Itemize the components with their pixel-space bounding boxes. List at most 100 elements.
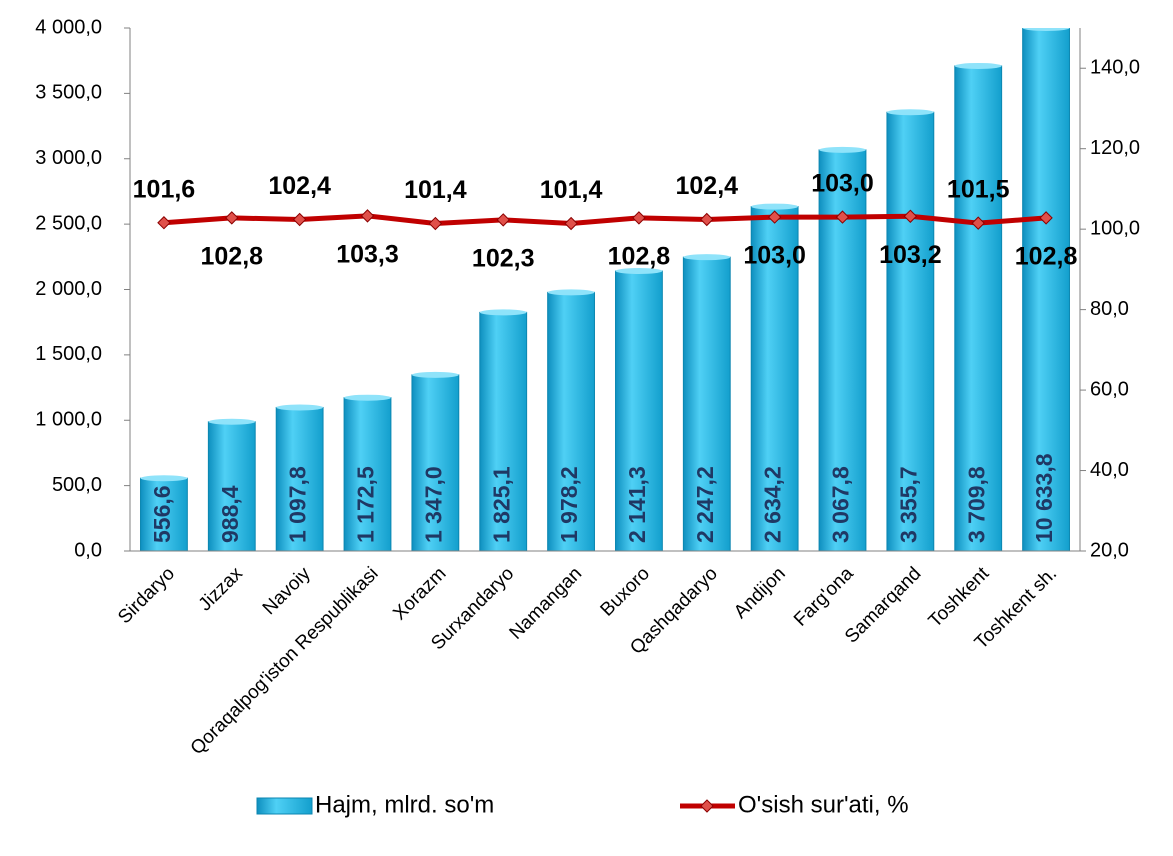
legend-label: Hajm, mlrd. so'm bbox=[315, 791, 494, 818]
x-tick-label: Farg'ona bbox=[790, 563, 858, 631]
bar bbox=[750, 206, 799, 551]
x-tick-label: Jizzax bbox=[195, 563, 248, 616]
x-tick-label: Andijon bbox=[730, 563, 790, 623]
legend-label: O'sish sur'ati, % bbox=[738, 791, 909, 818]
y-tick-label: 4 000,0 bbox=[35, 16, 102, 38]
bar bbox=[615, 270, 663, 551]
line-value-label: 103,0 bbox=[811, 170, 874, 198]
bar-value-label: 1 347,0 bbox=[420, 466, 446, 543]
line-marker bbox=[360, 209, 375, 223]
x-tick-label: Navoiy bbox=[259, 563, 315, 619]
x-tick-label: Sirdaryo bbox=[114, 563, 179, 628]
bar-value-label: 3 067,8 bbox=[828, 466, 854, 543]
bar-cap bbox=[615, 268, 663, 275]
line-marker bbox=[428, 216, 443, 231]
bar-cap bbox=[140, 475, 188, 482]
bar-cap bbox=[954, 62, 1002, 69]
line-marker bbox=[292, 212, 307, 227]
legend-swatch bbox=[256, 797, 313, 815]
line-marker bbox=[971, 216, 985, 230]
y2-tick-label: 40,0 bbox=[1090, 459, 1129, 481]
y-tick-label: 2 000,0 bbox=[35, 278, 102, 300]
line-value-label: 102,8 bbox=[201, 242, 264, 270]
bar bbox=[479, 311, 528, 551]
bar-value-label: 556,6 bbox=[149, 485, 175, 543]
bar bbox=[547, 291, 595, 551]
x-tick-label: Namangan bbox=[506, 563, 587, 644]
y2-tick-label: 100,0 bbox=[1090, 217, 1140, 239]
bar bbox=[886, 111, 935, 551]
plot-area bbox=[140, 28, 1070, 551]
y-tick-label: 500,0 bbox=[52, 474, 102, 496]
legend-marker bbox=[700, 799, 714, 813]
line-marker bbox=[496, 213, 510, 227]
y2-tick-label: 60,0 bbox=[1090, 378, 1129, 400]
line-marker bbox=[632, 211, 646, 225]
line bbox=[163, 213, 1047, 227]
y2-tick-label: 120,0 bbox=[1090, 137, 1140, 159]
bar-value-label: 2 141,3 bbox=[624, 466, 650, 543]
bar-cap bbox=[819, 146, 866, 153]
line-value-label: 103,2 bbox=[879, 241, 942, 269]
y2-tick-label: 140,0 bbox=[1090, 57, 1140, 79]
bar-cap bbox=[751, 203, 799, 210]
line-marker bbox=[700, 212, 714, 227]
bar-cap bbox=[479, 309, 527, 316]
bar-value-label: 2 634,2 bbox=[760, 466, 786, 543]
bar bbox=[682, 256, 731, 551]
bar-cap bbox=[276, 404, 324, 411]
bar-cap bbox=[886, 109, 934, 116]
y-tick-label: 0,0 bbox=[74, 539, 102, 561]
line-marker bbox=[225, 211, 239, 225]
line-value-label: 101,6 bbox=[133, 175, 196, 203]
line-marker bbox=[1039, 211, 1053, 225]
y-tick-label: 3 500,0 bbox=[35, 82, 102, 104]
bar-value-label: 10 633,8 bbox=[1031, 453, 1057, 543]
line-value-label: 102,4 bbox=[676, 172, 739, 200]
bar-cap bbox=[547, 289, 595, 296]
line-marker bbox=[767, 210, 782, 224]
x-tick-label: Toshkent bbox=[925, 563, 994, 632]
bar-value-label: 3 709,8 bbox=[963, 466, 989, 543]
bar-value-label: 2 247,2 bbox=[692, 466, 718, 543]
y2-tick-label: 20,0 bbox=[1090, 539, 1129, 561]
line-value-label: 102,3 bbox=[472, 245, 535, 273]
bar-cap bbox=[1022, 28, 1070, 31]
line-value-label: 101,4 bbox=[404, 176, 467, 204]
bar-value-label: 1 978,2 bbox=[556, 466, 582, 543]
y-tick-label: 2 500,0 bbox=[35, 212, 102, 234]
bar-value-label: 1 097,8 bbox=[285, 466, 311, 543]
bar-value-label: 3 355,7 bbox=[895, 466, 921, 543]
line-value-label: 101,4 bbox=[540, 176, 603, 204]
bar bbox=[140, 477, 188, 551]
bar-cap bbox=[344, 394, 391, 401]
bar-cap bbox=[208, 418, 256, 425]
line-marker bbox=[157, 216, 171, 230]
bar-cap bbox=[683, 254, 731, 261]
line-marker bbox=[903, 209, 918, 223]
bar-value-label: 1 825,1 bbox=[488, 466, 514, 543]
line-value-label: 103,0 bbox=[743, 242, 806, 270]
bar-value-label: 988,4 bbox=[217, 485, 243, 543]
bar bbox=[411, 374, 460, 551]
bar-cap bbox=[411, 371, 459, 378]
x-tick-label: Buxoro bbox=[597, 563, 654, 620]
bar bbox=[275, 406, 324, 551]
line-marker bbox=[564, 216, 578, 231]
line-value-label: 102,4 bbox=[268, 172, 331, 200]
line-value-label: 101,5 bbox=[947, 176, 1010, 204]
bar bbox=[1022, 28, 1070, 551]
bar bbox=[207, 421, 256, 551]
y-tick-label: 1 000,0 bbox=[35, 409, 102, 431]
line-value-label: 102,8 bbox=[608, 242, 671, 270]
line-value-label: 102,8 bbox=[1015, 242, 1078, 270]
x-tick-label: Xorazm bbox=[389, 563, 450, 624]
y-tick-label: 1 500,0 bbox=[35, 343, 102, 365]
bar-value-label: 1 172,5 bbox=[353, 466, 379, 543]
line-value-label: 103,3 bbox=[336, 240, 399, 268]
y2-tick-label: 80,0 bbox=[1090, 298, 1129, 320]
line-marker bbox=[835, 210, 850, 224]
bar bbox=[343, 397, 392, 551]
y-tick-label: 3 000,0 bbox=[35, 147, 102, 169]
